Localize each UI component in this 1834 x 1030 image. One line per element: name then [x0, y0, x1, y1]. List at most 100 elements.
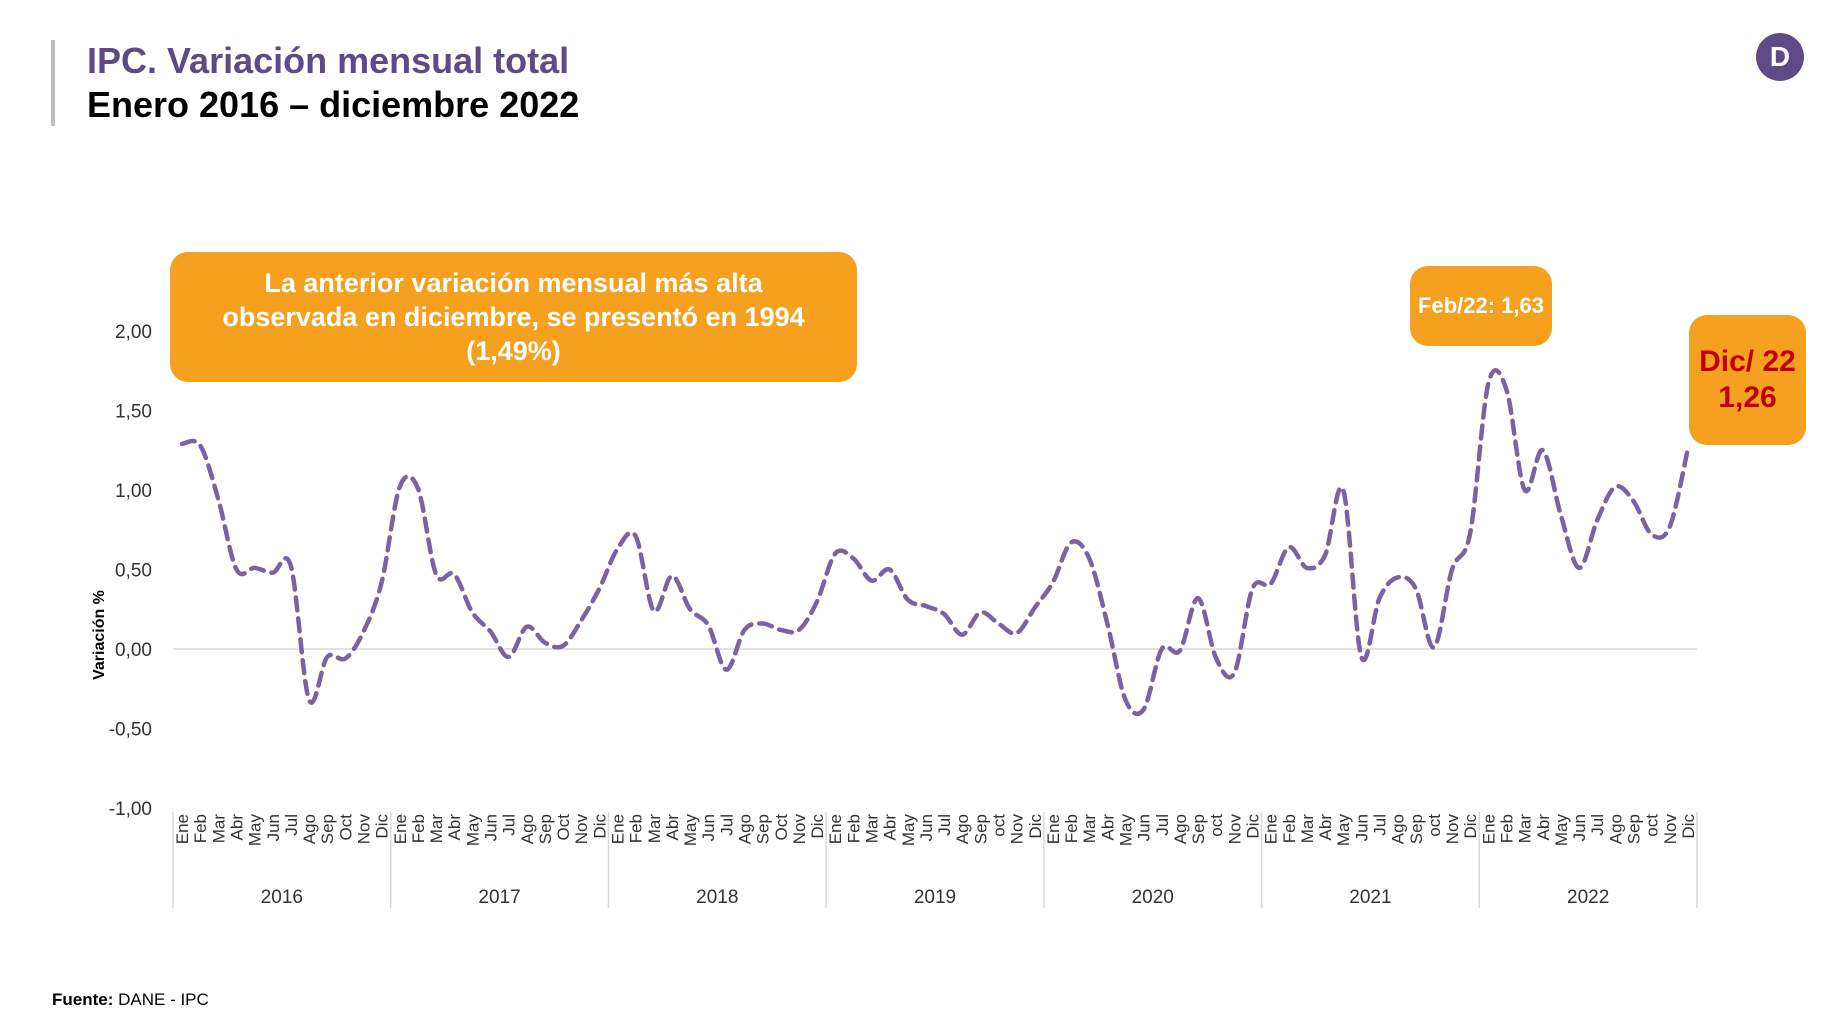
data-point [652, 609, 656, 613]
callout-feb-22: Feb/22: 1,63 [1410, 266, 1552, 346]
data-point [1087, 556, 1091, 560]
month-tick-label: Abr [663, 814, 682, 841]
month-tick-label: Dic [1461, 814, 1480, 839]
month-tick-label: Jul [935, 814, 954, 836]
series-line [179, 368, 1691, 717]
data-point [1414, 587, 1418, 591]
month-tick-label: Sep [754, 814, 773, 844]
year-label: 2016 [261, 887, 303, 908]
data-point [942, 612, 946, 616]
y-tick-label: 2,00 [115, 322, 152, 343]
data-point [833, 552, 837, 556]
month-tick-label: Oct [772, 814, 791, 841]
data-point [997, 622, 1001, 626]
month-tick-label: Ago [1389, 814, 1408, 844]
data-point [1668, 525, 1672, 529]
month-tick-label: Mar [1080, 814, 1099, 844]
month-tick-label: Abr [228, 814, 247, 841]
month-tick-label: Jul [717, 814, 736, 836]
source-text: DANE - IPC [118, 990, 209, 1009]
data-point [779, 628, 783, 632]
data-point [1432, 645, 1436, 649]
y-tick-label: 1,00 [115, 481, 152, 502]
data-point [489, 630, 493, 634]
data-point [1214, 657, 1218, 661]
data-point [1124, 698, 1128, 702]
month-tick-label: Ago [1606, 814, 1625, 844]
month-tick-label: Feb [1498, 814, 1517, 843]
month-tick-label: May [463, 814, 482, 847]
data-point [1577, 566, 1581, 570]
month-tick-label: Jun [1570, 814, 1589, 841]
data-point [815, 599, 819, 603]
data-point [507, 655, 511, 659]
month-tick-label: Abr [1098, 814, 1117, 841]
month-tick-label: Ene [1262, 814, 1281, 844]
month-tick-label: May [1552, 814, 1571, 847]
month-tick-label: Abr [1534, 814, 1553, 841]
month-tick-label: Nov [355, 814, 374, 845]
title-accent-bar [51, 40, 55, 126]
data-point [1196, 596, 1200, 600]
month-tick-label: Ago [300, 814, 319, 844]
data-point [1232, 671, 1236, 675]
month-tick-label: Jul [1371, 814, 1390, 836]
y-tick-label: 0,00 [115, 640, 152, 661]
month-tick-label: Nov [790, 814, 809, 845]
data-point [1541, 448, 1545, 452]
data-point [724, 668, 728, 672]
month-tick-label: Sep [971, 814, 990, 844]
month-tick-label: Ago [736, 814, 755, 844]
y-tick-label: -0,50 [109, 720, 152, 741]
data-point [1178, 649, 1182, 653]
data-point [1069, 540, 1073, 544]
data-point [1650, 533, 1654, 537]
month-tick-label: oct [990, 814, 1009, 837]
month-tick-label: Jun [1135, 814, 1154, 841]
data-point [1251, 587, 1255, 591]
data-point [289, 564, 293, 568]
data-point [343, 657, 347, 661]
month-tick-label: May [681, 814, 700, 847]
data-point [1142, 707, 1146, 711]
data-point [416, 486, 420, 490]
month-tick-label: Jul [1153, 814, 1172, 836]
data-point [1033, 606, 1037, 610]
month-tick-label: Ene [609, 814, 628, 844]
data-point [216, 498, 220, 502]
y-axis-label: Variación % [91, 590, 108, 680]
data-point [1323, 553, 1327, 557]
month-tick-label: Ago [953, 814, 972, 844]
month-tick-label: Feb [627, 814, 646, 843]
data-point [1523, 488, 1527, 492]
month-tick-label: Sep [318, 814, 337, 844]
month-tick-label: Ago [1171, 814, 1190, 844]
month-tick-label: oct [1207, 814, 1226, 837]
data-point [1450, 568, 1454, 572]
data-point [1160, 647, 1164, 651]
month-tick-label: Feb [844, 814, 863, 843]
month-tick-label: Dic [373, 814, 392, 839]
data-point [579, 618, 583, 622]
month-tick-label: Jun [482, 814, 501, 841]
data-point [1305, 566, 1309, 570]
data-point [1559, 513, 1563, 517]
callout-record-1994: La anterior variación mensual más alta o… [170, 252, 857, 382]
year-label: 2020 [1132, 887, 1174, 908]
month-tick-label: Nov [1225, 814, 1244, 845]
month-tick-label: Oct [336, 814, 355, 841]
year-label: 2022 [1567, 887, 1609, 908]
y-tick-label: 0,50 [115, 561, 152, 582]
callout-dic-22: Dic/ 22 1,26 [1689, 315, 1806, 445]
month-tick-label: Sep [536, 814, 555, 844]
month-tick-label: Jul [1588, 814, 1607, 836]
month-tick-label: May [246, 814, 265, 847]
data-point [1613, 485, 1617, 489]
dane-logo-icon: D [1756, 33, 1804, 81]
data-point [1105, 622, 1109, 626]
data-point [253, 566, 257, 570]
data-point [978, 610, 982, 614]
data-point [597, 587, 601, 591]
month-tick-label: Jun [264, 814, 283, 841]
